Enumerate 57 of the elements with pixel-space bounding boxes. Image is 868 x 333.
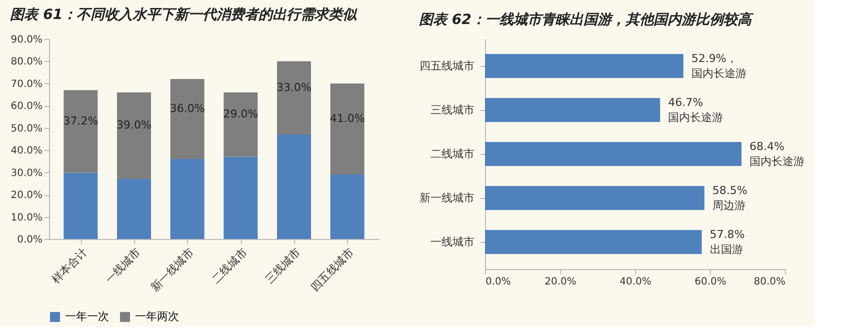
x-tick-label: 三线城市 (262, 246, 303, 286)
y-tick-label: 60.0% (10, 101, 42, 112)
bar (330, 174, 364, 239)
bar (170, 79, 204, 159)
annotation: 国内长途游 (750, 155, 804, 168)
data-label: 33.0% (276, 80, 312, 94)
bar (330, 83, 364, 175)
x-tick-label: 20.0% (544, 276, 576, 288)
y-tick-label: 三线城市 (430, 104, 474, 116)
bar (117, 179, 151, 239)
data-label: 68.4% (750, 140, 784, 153)
data-label: 37.2% (63, 114, 98, 128)
y-tick-label: 10.0% (10, 212, 42, 224)
x-tick-label: 80.0% (754, 276, 786, 288)
bar (277, 61, 311, 135)
data-label: 46.7% (668, 96, 704, 109)
bar (117, 92, 151, 179)
data-label: 58.5% (712, 184, 748, 197)
x-tick-label: 0.0% (486, 276, 511, 288)
bar (64, 172, 98, 239)
y-tick-label: 四五线城市 (420, 60, 474, 72)
bar (224, 156, 258, 239)
y-tick-label: 50.0% (10, 123, 42, 134)
x-tick-label: 新一线城市 (148, 246, 196, 294)
x-tick-label: 样本合计 (49, 246, 90, 286)
annotation: 出国游 (710, 243, 743, 256)
y-tick-label: 70.0% (10, 78, 42, 90)
data-label: 36.0% (170, 102, 205, 115)
x-tick-label: 60.0% (694, 276, 726, 288)
legend-label: 一年两次 (135, 310, 179, 323)
y-tick-label: 20.0% (10, 190, 42, 202)
chart-title: 图表 62：一线城市青睐出国游，其他国内游比例较高 (419, 11, 754, 28)
x-tick-label: 二线城市 (209, 246, 250, 286)
chart-title: 图表 61：不同收入水平下新一代消费者的出行需求类似 (10, 6, 358, 23)
bar (64, 90, 98, 173)
y-tick-label: 二线城市 (430, 148, 474, 160)
y-tick-label: 一线城市 (430, 236, 474, 248)
y-tick-label: 40.0% (10, 146, 42, 157)
annotation: 周边游 (712, 199, 746, 212)
x-tick-label: 一线城市 (102, 246, 143, 286)
bar (277, 134, 311, 239)
legend-label: 一年一次 (65, 310, 109, 323)
bar (224, 92, 258, 157)
data-label: 57.8% (710, 228, 745, 241)
y-tick-label: 80.0% (10, 56, 42, 68)
y-tick-label: 新一线城市 (420, 192, 474, 204)
x-tick-label: 40.0% (620, 276, 652, 288)
x-tick-label: 四五线城市 (308, 246, 356, 294)
annotation: 国内长途游 (668, 111, 724, 124)
data-label: 29.0% (223, 108, 258, 121)
bar (170, 159, 204, 239)
y-tick-label: 0.0% (17, 234, 42, 246)
y-tick-label: 90.0% (10, 34, 42, 46)
data-label: 52.9%， (691, 52, 738, 65)
annotation: 国内长途游 (691, 67, 746, 80)
y-tick-label: 30.0% (10, 168, 42, 179)
data-label: 39.0% (116, 118, 152, 132)
